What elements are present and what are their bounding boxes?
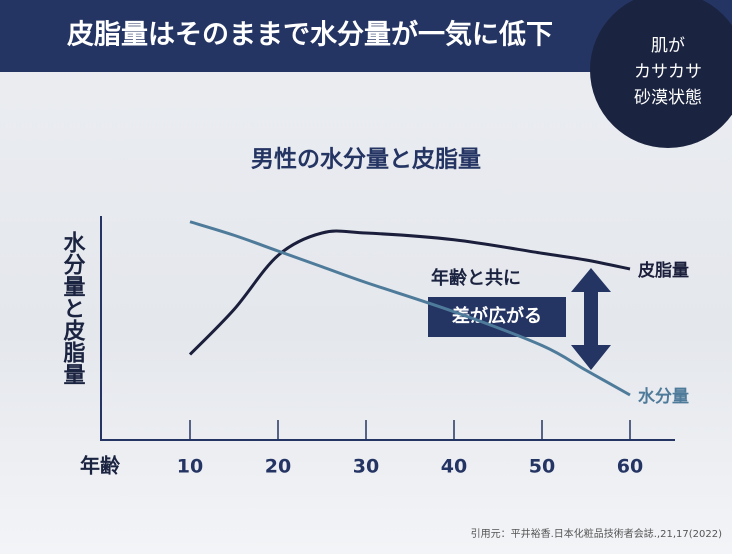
x-tick-label: 30 bbox=[353, 456, 379, 478]
x-tick-label: 60 bbox=[617, 456, 643, 478]
x-tick-label: 10 bbox=[177, 456, 203, 478]
badge-line: カサカサ bbox=[634, 62, 702, 82]
x-tick-label: 20 bbox=[265, 456, 291, 478]
series-label: 水分量 bbox=[638, 386, 689, 407]
annotation-box bbox=[428, 297, 566, 337]
chart-title: 男性の水分量と皮脂量 bbox=[251, 147, 481, 173]
x-axis-label: 年齢 bbox=[80, 454, 121, 478]
header-title: 皮脂量はそのままで水分量が一気に低下 bbox=[67, 19, 553, 51]
series-line bbox=[189, 220, 631, 397]
y-axis-label: 水分量と皮脂量 bbox=[60, 231, 86, 385]
badge-line: 肌が bbox=[651, 36, 685, 56]
series-line bbox=[188, 229, 631, 356]
x-tick-label: 40 bbox=[441, 456, 467, 478]
citation: 引用元：平井裕香.日本化粧品技術者会誌.,21,17(2022) bbox=[471, 527, 723, 540]
double-arrow bbox=[571, 268, 611, 370]
badge-line: 砂漠状態 bbox=[634, 88, 702, 108]
annotation: 年齢と共に bbox=[431, 267, 521, 289]
x-tick-label: 50 bbox=[529, 456, 555, 478]
badge bbox=[590, 0, 732, 148]
series-label: 皮脂量 bbox=[638, 260, 689, 281]
annotation: 差が広がる bbox=[452, 305, 542, 327]
